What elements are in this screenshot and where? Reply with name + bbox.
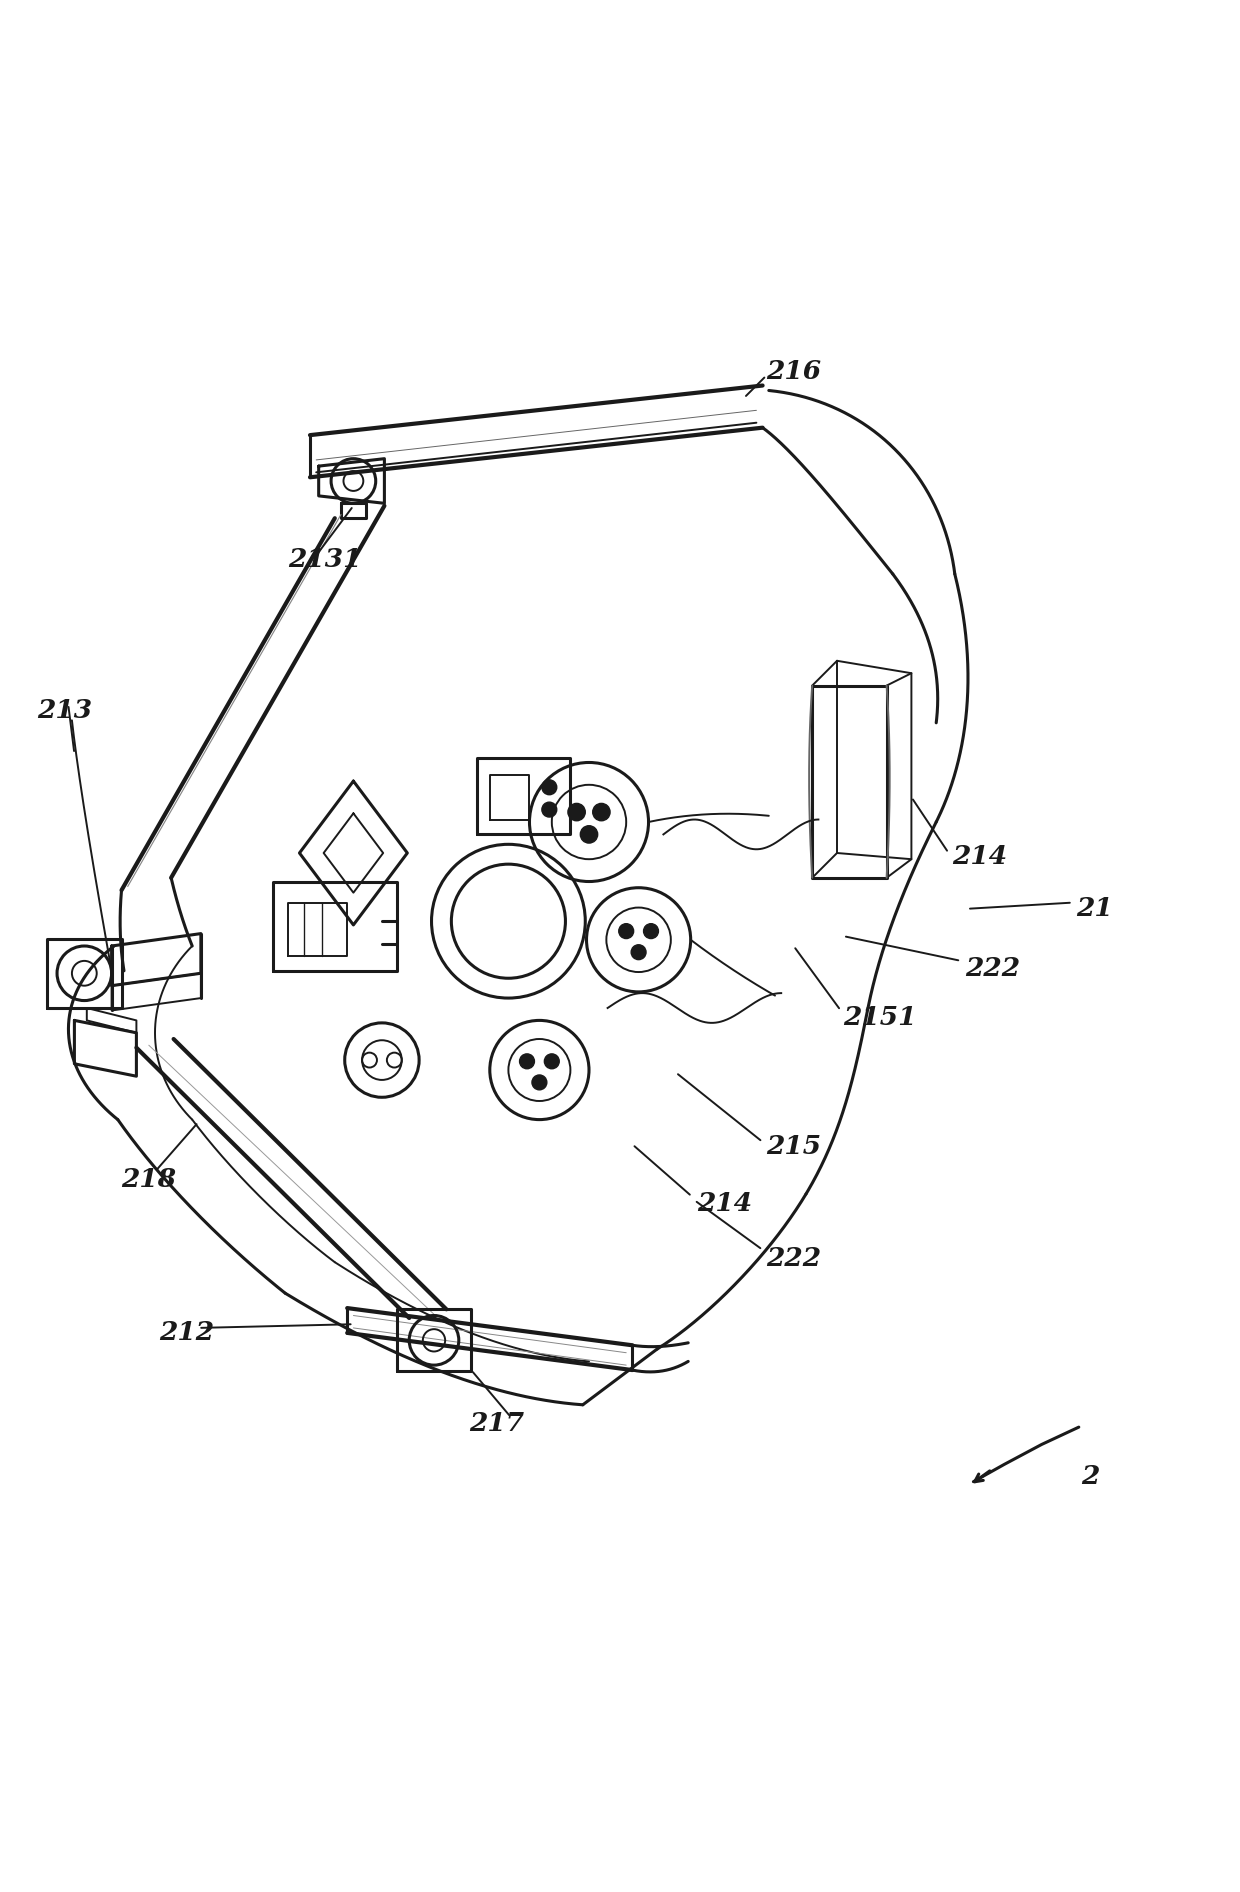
Circle shape (542, 802, 557, 817)
Text: 2: 2 (1081, 1464, 1100, 1489)
Circle shape (568, 804, 585, 821)
Text: 216: 216 (766, 359, 821, 384)
Text: 214: 214 (952, 844, 1007, 868)
Text: 217: 217 (469, 1411, 523, 1436)
Circle shape (644, 923, 658, 938)
Circle shape (593, 804, 610, 821)
Text: 212: 212 (159, 1321, 213, 1345)
Text: 218: 218 (122, 1167, 176, 1192)
Text: 21: 21 (1076, 897, 1114, 921)
Circle shape (542, 780, 557, 795)
Circle shape (520, 1054, 534, 1069)
Text: 2151: 2151 (843, 1005, 916, 1031)
Circle shape (544, 1054, 559, 1069)
Text: 214: 214 (697, 1192, 751, 1217)
Text: 222: 222 (965, 955, 1019, 980)
Text: 215: 215 (766, 1135, 821, 1160)
Text: 213: 213 (37, 698, 92, 723)
Circle shape (532, 1075, 547, 1090)
Text: 222: 222 (766, 1247, 821, 1271)
Text: 2131: 2131 (288, 547, 361, 571)
Circle shape (580, 825, 598, 844)
Circle shape (631, 944, 646, 959)
Circle shape (619, 923, 634, 938)
